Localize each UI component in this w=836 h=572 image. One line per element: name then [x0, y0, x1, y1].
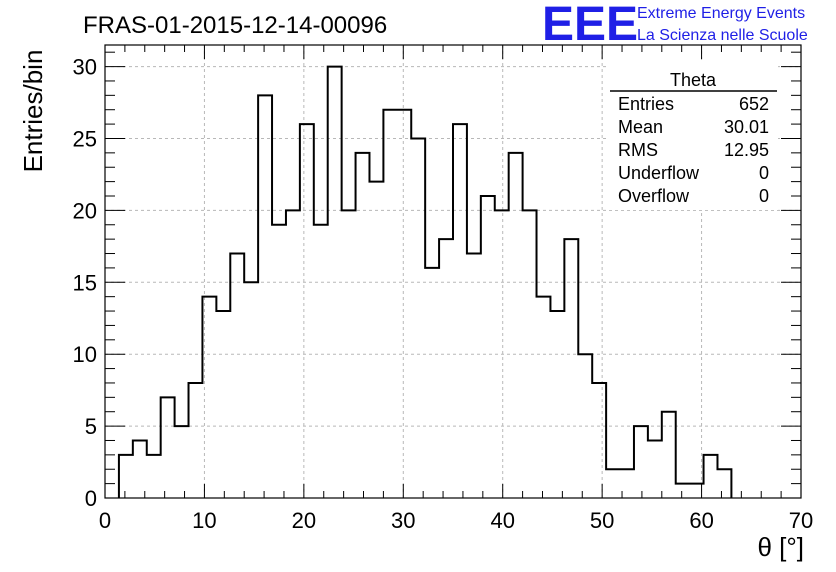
histogram-bin — [175, 426, 189, 498]
stats-rows: Entries 652 Mean 30.01 RMS 12.95 Underflow 0 Ove… — [618, 94, 769, 206]
histogram-bin — [133, 440, 147, 498]
histogram-bin — [662, 412, 676, 498]
histogram-bin — [356, 153, 370, 498]
y-axis-title: Entries/bin — [18, 50, 48, 173]
eee-logo: EEE Extreme Energy Events La Scienza nel… — [542, 0, 808, 51]
x-tick-labels: 0 10 20 30 40 50 60 70 — [99, 508, 813, 533]
histogram-bin — [258, 95, 272, 498]
histogram-bin — [495, 210, 509, 498]
histogram-bin — [202, 297, 216, 498]
x-tick-label: 10 — [192, 508, 216, 533]
stats-box: Theta Entries 652 Mean 30.01 RMS 12.95 Underfl… — [608, 60, 778, 210]
y-tick-label: 30 — [73, 55, 97, 80]
y-tick-label: 15 — [73, 270, 97, 295]
histogram-bin — [648, 440, 662, 498]
histogram-bin — [578, 354, 592, 498]
histogram-bin — [425, 268, 439, 498]
histogram-bin — [230, 254, 244, 498]
y-tick-label: 0 — [85, 486, 97, 511]
histogram-outline — [117, 65, 733, 498]
stats-title: Theta — [670, 70, 717, 90]
histogram-bin — [383, 110, 397, 498]
stats-label: RMS — [618, 140, 658, 160]
histogram-bin — [411, 138, 425, 498]
histogram-bin — [634, 426, 648, 498]
histogram-bin — [244, 282, 258, 498]
y-tick-label: 10 — [73, 342, 97, 367]
histogram-bin — [537, 297, 551, 498]
logo-line-1: Extreme Energy Events — [637, 5, 805, 22]
stats-label: Entries — [618, 94, 674, 114]
histogram-bin — [397, 110, 411, 498]
stats-value: 0 — [759, 186, 769, 206]
histogram-bin — [161, 397, 175, 498]
stats-label: Overflow — [618, 186, 690, 206]
histogram-bin — [467, 254, 481, 498]
x-tick-label: 30 — [391, 508, 415, 533]
stats-background — [608, 60, 778, 210]
plot-title: FRAS-01-2015-12-14-00096 — [83, 12, 387, 39]
histogram-bin — [216, 311, 230, 498]
logo-line-2: La Scienza nelle Scuole — [637, 27, 808, 44]
x-tick-label: 60 — [689, 508, 713, 533]
stats-value: 0 — [759, 163, 769, 183]
histogram-bin — [550, 311, 564, 498]
histogram-bin — [717, 469, 731, 498]
histogram-bin — [286, 210, 300, 498]
histogram-bin — [481, 196, 495, 498]
histogram-bin — [300, 124, 314, 498]
histogram-bin — [453, 124, 467, 498]
x-axis-title: θ [°] — [757, 532, 804, 562]
logo-mark: EEE — [542, 0, 638, 51]
axis-ticks — [104, 45, 802, 499]
histogram-bin — [606, 469, 620, 498]
stats-value: 30.01 — [724, 117, 769, 137]
stats-value: 652 — [739, 94, 769, 114]
x-tick-label: 70 — [789, 508, 813, 533]
histogram — [117, 65, 733, 498]
histogram-bin — [523, 210, 537, 498]
histogram-bin — [314, 225, 328, 498]
histogram-bin — [328, 67, 342, 498]
x-tick-label: 50 — [590, 508, 614, 533]
histogram-bin — [189, 383, 203, 498]
histogram-bin — [439, 239, 453, 498]
y-tick-label: 25 — [73, 126, 97, 151]
histogram-bin — [676, 484, 690, 498]
x-tick-label: 0 — [99, 508, 111, 533]
histogram-bin — [509, 153, 523, 498]
y-tick-label: 20 — [73, 198, 97, 223]
x-tick-label: 20 — [292, 508, 316, 533]
plot-frame — [104, 44, 802, 499]
x-tick-label: 40 — [490, 508, 514, 533]
y-tick-label: 5 — [85, 414, 97, 439]
stats-value: 12.95 — [724, 140, 769, 160]
y-tick-labels: 0 5 10 15 20 25 30 — [73, 55, 97, 511]
histogram-bin — [119, 455, 133, 498]
histogram-bin — [147, 455, 161, 498]
histogram-bin — [704, 455, 718, 498]
stats-label: Underflow — [618, 163, 700, 183]
histogram-bin — [272, 225, 286, 498]
histogram-bin — [369, 182, 383, 498]
histogram-bin — [592, 383, 606, 498]
histogram-bin — [564, 239, 578, 498]
histogram-bin — [342, 210, 356, 498]
stats-label: Mean — [618, 117, 663, 137]
